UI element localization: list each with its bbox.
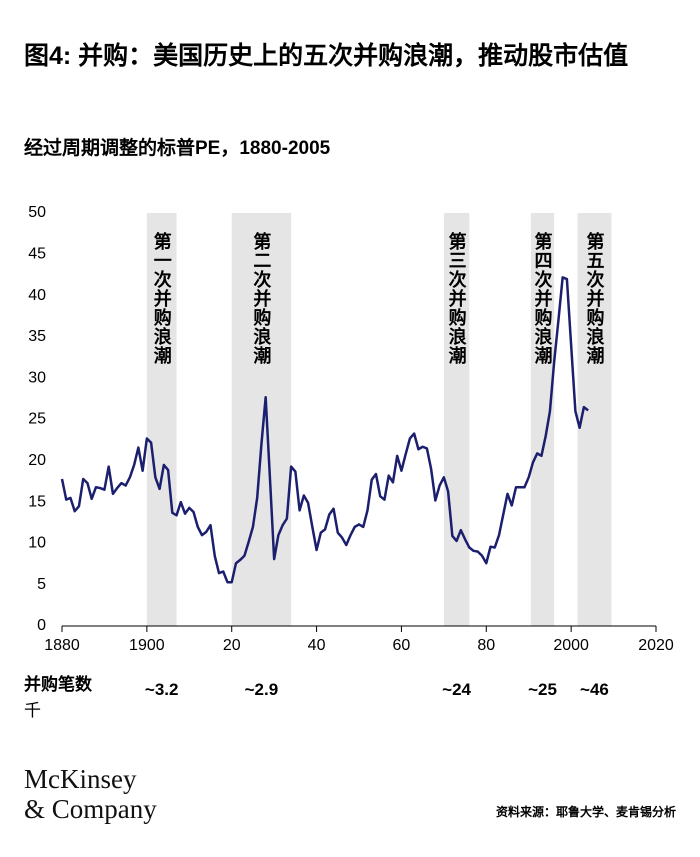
deal-count: ~3.2 (144, 680, 179, 699)
wave-band (530, 213, 555, 626)
wave-band (577, 213, 612, 626)
chart-title: 图4: 并购：美国历史上的五次并购浪潮，推动股市估值 (24, 42, 629, 70)
x-tick-label: 2000 (553, 637, 589, 654)
x-tick-label: 40 (308, 637, 326, 654)
deals-label: 并购笔数 (24, 675, 92, 694)
x-tick-label: 1880 (44, 637, 80, 654)
deal-count: ~2.9 (244, 680, 279, 699)
wave-label: 第二次并购浪潮 (251, 232, 272, 365)
deals-unit: 千 (24, 701, 41, 720)
x-tick-label: 1900 (129, 637, 165, 654)
wave-label: 第一次并购浪潮 (151, 232, 172, 365)
x-tick-label: 20 (223, 637, 241, 654)
y-tick-label: 5 (37, 576, 46, 593)
pe-line (60, 276, 589, 584)
source: 资料来源：耶鲁大学、麦肯锡分析 (495, 805, 676, 819)
chart-subtitle: 经过周期调整的标普PE，1880-2005 (24, 138, 331, 159)
y-tick-label: 0 (37, 617, 46, 634)
y-tick-label: 35 (28, 328, 46, 345)
wave-label: 第三次并购浪潮 (446, 232, 467, 365)
x-tick-label: 80 (477, 637, 495, 654)
x-tick-label: 60 (393, 637, 411, 654)
y-tick-label: 10 (28, 535, 46, 552)
y-tick-label: 45 (28, 246, 46, 263)
y-tick-label: 20 (28, 452, 46, 469)
x-tick-label: 2020 (638, 637, 674, 654)
y-tick-label: 25 (28, 411, 46, 428)
y-tick-label: 15 (28, 493, 46, 510)
deal-count: ~25 (528, 680, 557, 699)
wave-band (146, 213, 177, 626)
logo: & Company (24, 794, 157, 824)
wave-label: 第四次并购浪潮 (532, 232, 553, 365)
wave-band (443, 213, 470, 626)
deal-count: ~24 (442, 680, 471, 699)
y-tick-label: 30 (28, 369, 46, 386)
y-tick-label: 50 (28, 204, 46, 221)
logo: McKinsey (24, 764, 137, 794)
wave-label: 第五次并购浪潮 (584, 232, 605, 365)
deal-count: ~46 (580, 680, 609, 699)
y-tick-label: 40 (28, 287, 46, 304)
